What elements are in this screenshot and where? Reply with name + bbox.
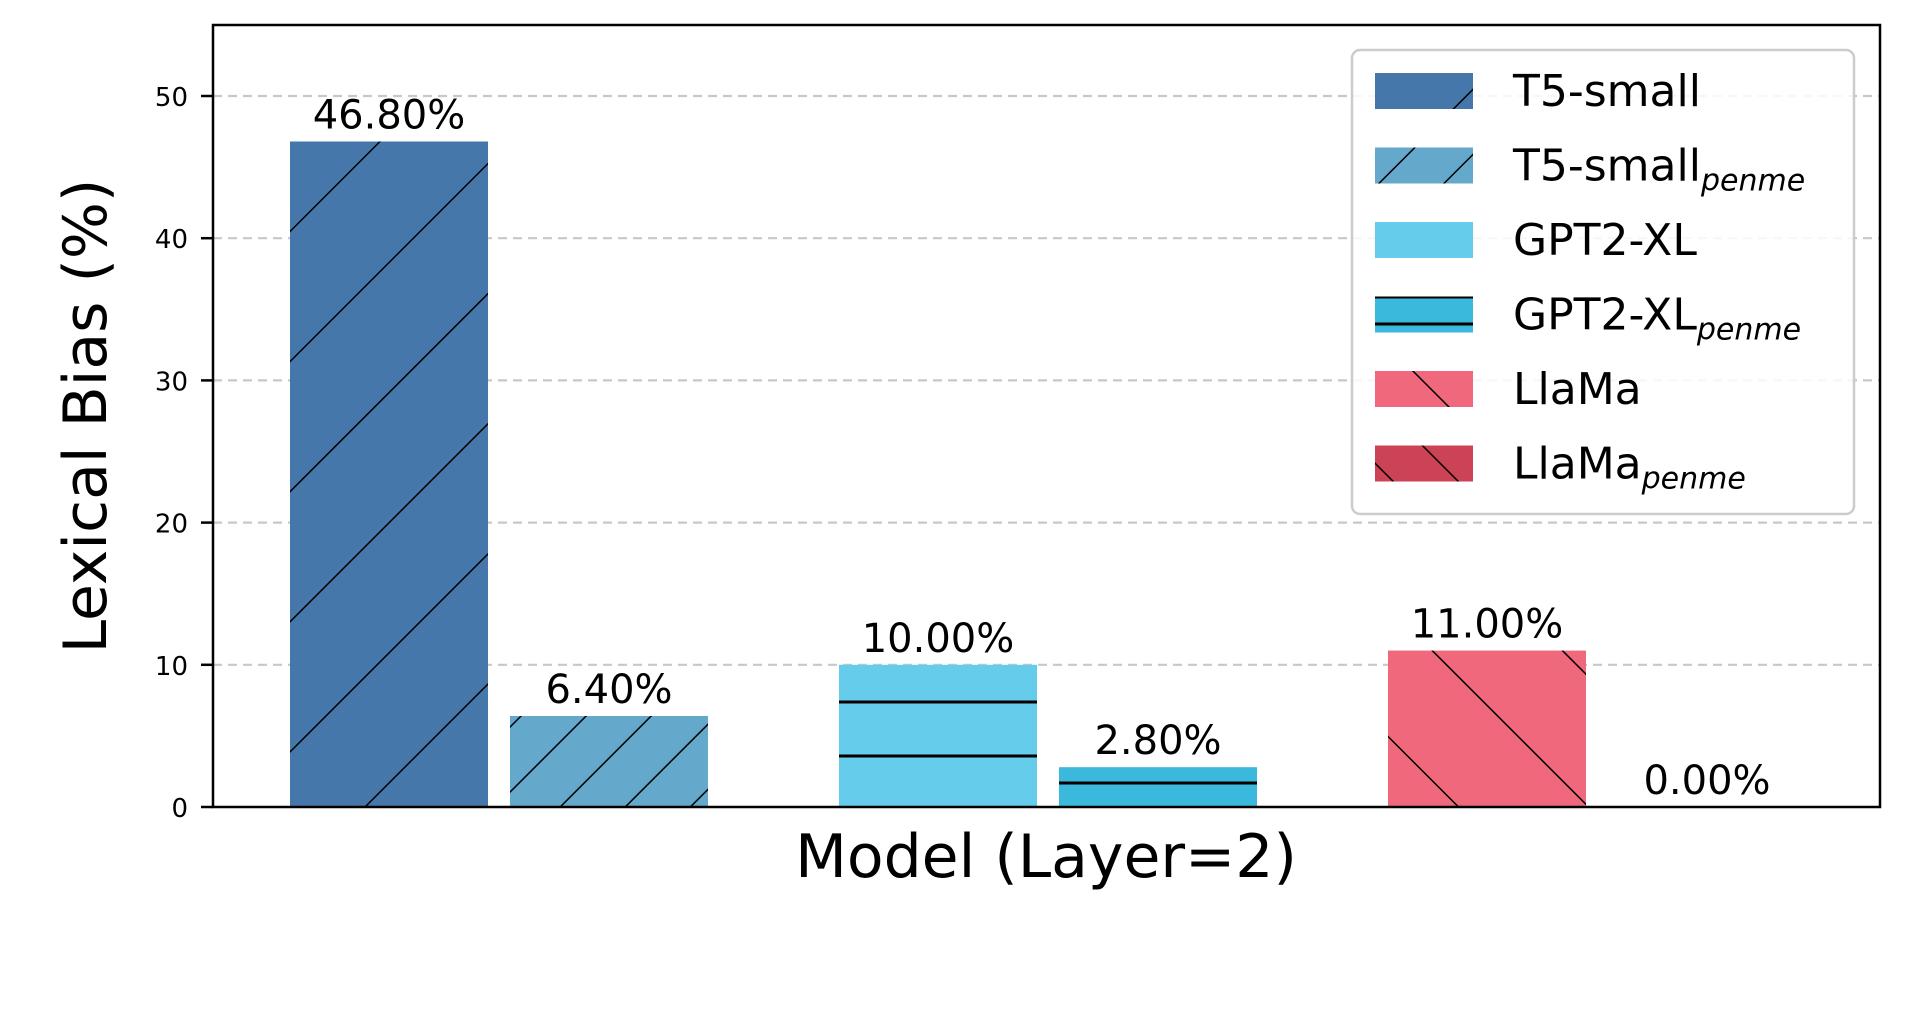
legend-swatch-hatch (1375, 296, 1473, 333)
legend-label: GPT2-XL (1513, 215, 1697, 266)
y-tick-label: 0 (171, 794, 188, 824)
legend-item-llama[interactable]: LlaMa (1375, 364, 1642, 415)
y-axis: 0 10 20 30 40 50 (155, 83, 213, 824)
data-label-gpt2-xl-penme: 2.80% (1094, 718, 1221, 764)
legend-swatch-hatch (1375, 147, 1473, 184)
data-label-t5-small: 46.80% (313, 93, 466, 139)
bar-hatch-t5-small (290, 141, 488, 807)
y-tick-label: 20 (155, 510, 188, 540)
legend-swatch-hatch (1375, 73, 1473, 109)
legend-item-llama-penme[interactable]: LlaMapenme (1375, 439, 1746, 497)
legend-frame (1350, 48, 1856, 516)
data-label-llama-penme: 0.00% (1643, 758, 1770, 804)
legend-item-gpt2-xl-penme[interactable]: GPT2-XLpenme (1375, 290, 1801, 348)
legend[interactable]: T5-small T5-smallpenme GPT2-XL GPT2-XLpenme… (1350, 48, 1856, 516)
x-axis-title: Model (Layer=2) (795, 822, 1297, 892)
y-tick-label: 30 (155, 367, 188, 397)
data-label-t5-small-penme: 6.40% (545, 667, 672, 713)
legend-swatch-hatch (1375, 222, 1473, 258)
legend-item-t5-small-penme[interactable]: T5-smallpenme (1375, 141, 1805, 199)
bar-hatch-t5-small-penme (510, 715, 708, 807)
y-tick-label: 50 (155, 83, 188, 113)
data-label-llama: 11.00% (1411, 602, 1564, 648)
y-tick-label: 40 (155, 225, 188, 255)
y-axis-title: Lexical Bias (%) (51, 179, 121, 654)
data-labels: 46.80% 6.40% 10.00% 2.80% 11.00% 0.00% (313, 93, 1771, 804)
legend-label: LlaMapenme (1513, 439, 1746, 497)
data-label-gpt2-xl: 10.00% (862, 616, 1015, 662)
legend-label: T5-small (1512, 66, 1701, 117)
bars (290, 141, 1586, 807)
legend-item-gpt2-xl[interactable]: GPT2-XL (1375, 215, 1697, 266)
legend-item-t5-small[interactable]: T5-small (1375, 66, 1701, 117)
legend-label: LlaMa (1513, 364, 1642, 415)
gridlines (213, 94, 1880, 666)
legend-swatch-hatch (1375, 371, 1473, 407)
bar-hatch-llama (1388, 650, 1586, 807)
plot-frame (211, 23, 1882, 809)
bar-hatch-gpt2-xl (839, 664, 1037, 807)
legend-label: GPT2-XLpenme (1513, 290, 1801, 348)
bar-hatch-gpt2-xl-penme (1059, 767, 1257, 807)
legend-swatch-hatch (1375, 445, 1473, 482)
y-tick-label: 10 (155, 652, 188, 682)
